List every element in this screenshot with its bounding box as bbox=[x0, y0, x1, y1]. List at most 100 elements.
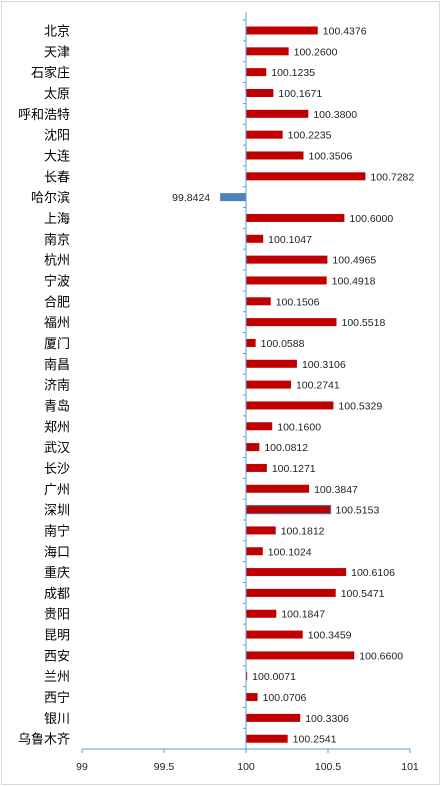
value-label: 100.1671 bbox=[278, 88, 322, 100]
value-label: 100.1235 bbox=[271, 67, 315, 79]
category-label: 济南 bbox=[44, 378, 70, 394]
value-label: 100.2235 bbox=[288, 130, 332, 142]
category-label: 乌鲁木齐 bbox=[18, 732, 70, 748]
category-label: 哈尔滨 bbox=[31, 190, 70, 206]
bar-北京 bbox=[246, 26, 318, 35]
category-label: 厦门 bbox=[44, 337, 70, 352]
value-label: 100.3459 bbox=[308, 630, 352, 642]
value-label: 100.4965 bbox=[332, 255, 376, 267]
category-label: 南昌 bbox=[44, 357, 70, 373]
bar-石家庄 bbox=[246, 68, 267, 77]
value-label: 100.1271 bbox=[272, 463, 316, 475]
bar-贵阳 bbox=[246, 609, 277, 618]
x-tick-label: 99.5 bbox=[154, 761, 175, 773]
bar-太原 bbox=[246, 88, 274, 97]
value-label: 100.0706 bbox=[263, 692, 307, 704]
value-label: 100.3847 bbox=[314, 484, 358, 496]
value-label: 100.6000 bbox=[349, 213, 393, 225]
category-label: 北京 bbox=[44, 25, 70, 40]
category-label: 上海 bbox=[44, 212, 70, 227]
bar-深圳 bbox=[245, 504, 332, 515]
value-label: 100.0588 bbox=[261, 338, 305, 350]
value-label: 100.1506 bbox=[276, 296, 320, 308]
value-label: 100.7282 bbox=[370, 171, 414, 183]
bar-乌鲁木齐 bbox=[246, 734, 288, 743]
category-label: 武汉 bbox=[44, 441, 70, 456]
category-label: 杭州 bbox=[44, 254, 70, 269]
bar-广州 bbox=[246, 484, 310, 493]
bar-天津 bbox=[246, 47, 289, 56]
category-label: 昆明 bbox=[44, 629, 70, 644]
bar-大连 bbox=[246, 151, 304, 160]
value-label: 100.3306 bbox=[305, 713, 349, 725]
value-label: 100.2541 bbox=[293, 734, 337, 746]
value-label: 100.1847 bbox=[281, 609, 325, 621]
category-label: 深圳 bbox=[44, 504, 70, 519]
bar-昆明 bbox=[246, 630, 303, 639]
category-label: 重庆 bbox=[44, 565, 70, 581]
value-label: 100.1047 bbox=[268, 234, 312, 246]
value-label: 100.1600 bbox=[277, 421, 321, 433]
category-label: 广州 bbox=[44, 483, 70, 498]
category-label: 宁波 bbox=[44, 273, 70, 289]
bar-呼和浩特 bbox=[246, 109, 309, 118]
category-label: 南京 bbox=[44, 232, 70, 248]
bar-长春 bbox=[246, 172, 366, 181]
value-label: 100.1812 bbox=[281, 525, 325, 537]
category-label: 青岛 bbox=[44, 398, 70, 414]
value-label: 100.1024 bbox=[268, 546, 312, 558]
bar-武汉 bbox=[246, 443, 260, 452]
x-tick-label: 101 bbox=[401, 761, 419, 773]
category-label: 福州 bbox=[44, 316, 70, 331]
value-label: 100.0071 bbox=[252, 671, 296, 683]
category-label: 成都 bbox=[44, 587, 70, 602]
x-tick-label: 99 bbox=[76, 761, 88, 773]
bar-青岛 bbox=[246, 401, 334, 410]
bar-杭州 bbox=[246, 255, 328, 264]
bar-合肥 bbox=[246, 297, 271, 306]
category-label: 兰州 bbox=[44, 670, 70, 685]
category-label: 银川 bbox=[44, 712, 70, 727]
bar-郑州 bbox=[246, 422, 273, 431]
value-label: 100.6600 bbox=[359, 650, 403, 662]
category-label: 南宁 bbox=[44, 523, 70, 539]
axis-layer: 99 99.5 100 100.5 101 bbox=[76, 12, 419, 773]
bar-哈尔滨 bbox=[220, 193, 246, 202]
category-label: 西安 bbox=[44, 649, 70, 664]
bar-长沙 bbox=[246, 463, 267, 472]
category-label: 大连 bbox=[44, 148, 70, 164]
x-tick-label: 100 bbox=[237, 761, 255, 773]
value-label: 99.8424 bbox=[172, 192, 210, 204]
category-label: 长春 bbox=[44, 170, 70, 185]
category-label: 西宁 bbox=[44, 690, 70, 706]
category-label: 郑州 bbox=[44, 420, 70, 435]
bar-福州 bbox=[246, 318, 337, 327]
bar-银川 bbox=[246, 713, 301, 722]
bar-兰州 bbox=[246, 672, 248, 681]
value-label: 100.5518 bbox=[341, 317, 385, 329]
value-label: 100.3800 bbox=[313, 109, 357, 121]
value-label: 100.5153 bbox=[336, 505, 380, 517]
value-label: 100.6106 bbox=[351, 567, 395, 579]
bar-西宁 bbox=[246, 693, 258, 702]
category-label: 沈阳 bbox=[44, 129, 70, 144]
value-label: 100.2600 bbox=[294, 46, 338, 58]
value-label: 100.2741 bbox=[296, 380, 340, 392]
bar-沈阳 bbox=[246, 130, 283, 139]
bar-宁波 bbox=[246, 276, 327, 285]
bar-成都 bbox=[246, 588, 336, 597]
bar-南宁 bbox=[246, 526, 276, 535]
x-tick-label: 100.5 bbox=[315, 761, 341, 773]
value-label: 100.4376 bbox=[323, 26, 367, 38]
category-label: 呼和浩特 bbox=[18, 108, 70, 123]
value-label: 100.5471 bbox=[341, 588, 385, 600]
category-label: 石家庄 bbox=[31, 65, 70, 81]
value-label: 100.3106 bbox=[302, 359, 346, 371]
bar-厦门 bbox=[246, 338, 256, 347]
category-label: 合肥 bbox=[44, 295, 70, 310]
bar-南昌 bbox=[246, 359, 297, 368]
bar-海口 bbox=[246, 547, 263, 556]
category-label: 长沙 bbox=[44, 462, 70, 477]
